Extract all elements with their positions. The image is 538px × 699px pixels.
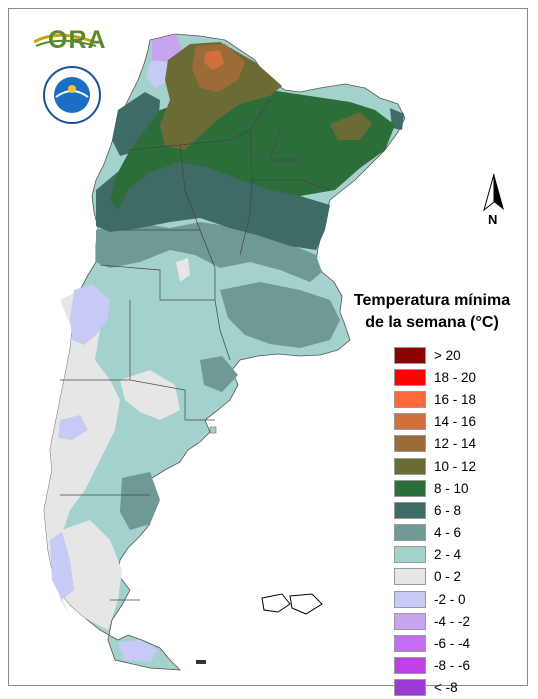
legend-label: > 20: [434, 347, 461, 363]
legend-label: -2 - 0: [434, 591, 466, 607]
legend-label: 4 - 6: [434, 525, 462, 541]
legend-swatch: [394, 501, 426, 519]
legend-swatch: [394, 346, 426, 364]
island-dot: [196, 660, 206, 664]
zone-0-2-west: [44, 290, 120, 615]
legend-item: > 20: [394, 344, 522, 366]
smn-logo: [43, 66, 101, 124]
legend-swatch: [394, 479, 426, 497]
zone-0-2-south: [52, 520, 122, 630]
legend-title-line2: de la semana (°C): [365, 314, 499, 331]
legend-item: 14 - 16: [394, 411, 522, 433]
legend-item: 18 - 20: [394, 366, 522, 388]
legend-item: 8 - 10: [394, 477, 522, 499]
zone-neg2-0-west: [70, 284, 110, 345]
north-label: N: [488, 212, 498, 227]
legend-item: 6 - 8: [394, 499, 522, 521]
legend-swatch: [394, 390, 426, 408]
legend-label: 12 - 14: [434, 436, 477, 452]
legend: Temperatura mínima de la semana (°C) > 2…: [342, 290, 522, 699]
legend-item: -6 - -4: [394, 632, 522, 654]
zone-0-2-center: [120, 370, 180, 420]
zone-neg2-0-nw: [146, 58, 170, 88]
zone-4-6-patch: [200, 356, 238, 392]
zone-6-8-north: [96, 150, 330, 250]
zone-neg2-0-south: [50, 532, 74, 600]
legend-swatch: [394, 413, 426, 431]
legend-swatch: [394, 679, 426, 697]
legend-title-line1: Temperatura mínima: [353, 292, 511, 309]
legend-label: 0 - 2: [434, 569, 462, 585]
legend-swatch: [394, 590, 426, 608]
legend-item: 16 - 18: [394, 388, 522, 410]
legend-label: 18 - 20: [434, 369, 477, 385]
legend-label: 8 - 10: [434, 480, 469, 496]
legend-item: 12 - 14: [394, 433, 522, 455]
malvinas-islands: [261, 593, 323, 615]
legend-label: -8 - -6: [434, 658, 471, 674]
legend-label: 10 - 12: [434, 458, 477, 474]
legend-item: 2 - 4: [394, 544, 522, 566]
legend-label: 2 - 4: [434, 547, 462, 563]
province-borders: [60, 99, 331, 601]
ora-logo: [34, 33, 97, 47]
legend-label: 14 - 16: [434, 414, 477, 430]
legend-swatch: [394, 546, 426, 564]
legend-swatch: [394, 657, 426, 675]
zone-10-12-ne: [330, 112, 372, 140]
legend-item: 0 - 2: [394, 566, 522, 588]
legend-swatch: [394, 635, 426, 653]
ora-logo-text: ORA: [48, 26, 107, 54]
legend-swatch: [394, 435, 426, 453]
legend-item: -4 - -2: [394, 610, 522, 632]
zone-4-6-east: [220, 282, 340, 348]
zone-10-12-north: [160, 42, 282, 150]
legend-swatch: [394, 568, 426, 586]
legend-swatch: [394, 524, 426, 542]
legend-swatch: [394, 612, 426, 630]
zone-neg2-0-west2: [58, 415, 88, 440]
legend-label: < -8: [434, 680, 458, 696]
zone-neg4-neg2-nw: [152, 34, 182, 62]
island-valdes: [209, 426, 217, 434]
zone-4-6-south: [120, 472, 160, 530]
zone-14-16-spot: [204, 50, 224, 70]
legend-swatch: [394, 368, 426, 386]
legend-label: 6 - 8: [434, 502, 462, 518]
legend-item: -8 - -6: [394, 655, 522, 677]
legend-item: 4 - 6: [394, 522, 522, 544]
legend-label: -4 - -2: [434, 613, 471, 629]
north-arrow-icon: [483, 173, 504, 212]
legend-label: 16 - 18: [434, 391, 477, 407]
zone-0-2-patch: [176, 258, 190, 282]
zone-neg2-0-tdf: [118, 640, 158, 662]
legend-list: > 20 18 - 20 16 - 18 14 - 16 12 - 14 10 - 12 8…: [394, 344, 522, 699]
legend-label: -6 - -4: [434, 636, 471, 652]
legend-item: -2 - 0: [394, 588, 522, 610]
legend-swatch: [394, 457, 426, 475]
legend-item: 10 - 12: [394, 455, 522, 477]
